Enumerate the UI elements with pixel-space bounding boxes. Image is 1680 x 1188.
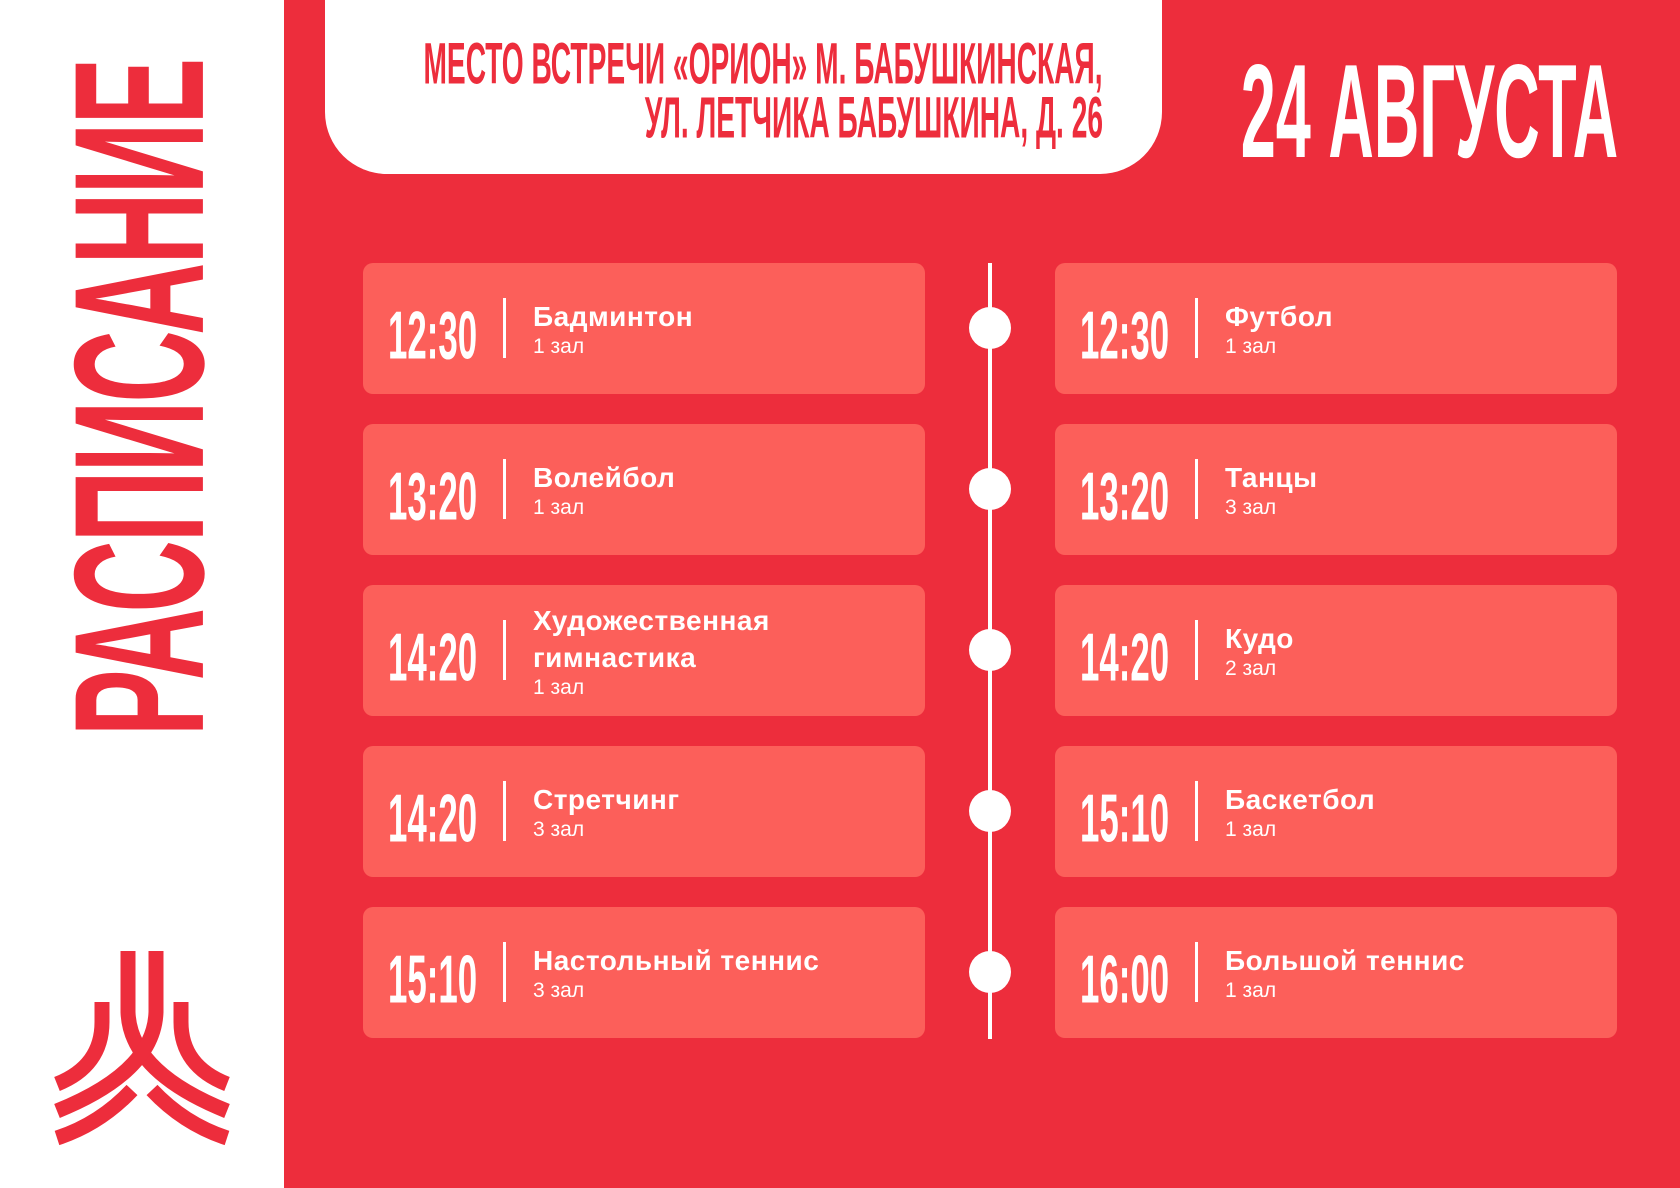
divider xyxy=(1195,781,1198,841)
schedule-card-right: 14:20 Кудо 2 зал xyxy=(1055,585,1617,716)
event-name: Стретчинг xyxy=(533,784,680,815)
schedule-card-right: 15:10 Баскетбол 1 зал xyxy=(1055,746,1617,877)
left-panel xyxy=(0,0,284,1188)
schedule-card-left: 13:20 Волейбол 1 зал xyxy=(363,424,925,555)
divider xyxy=(1195,620,1198,680)
logo-arc xyxy=(54,1084,138,1146)
event-info: Художественная гимнастика 1 зал xyxy=(533,585,833,716)
event-name: Настольный теннис xyxy=(533,945,820,976)
event-info: Танцы 3 зал xyxy=(1225,424,1318,555)
event-time: 12:30 xyxy=(388,298,478,374)
event-info: Настольный теннис 3 зал xyxy=(533,907,819,1038)
event-name: Баскетбол xyxy=(1225,784,1376,815)
event-name: Танцы xyxy=(1225,462,1318,493)
event-room: 3 зал xyxy=(533,979,585,1002)
divider xyxy=(1195,298,1198,358)
event-time: 14:20 xyxy=(1080,620,1170,696)
logo-arc xyxy=(146,1084,230,1146)
schedule-card-right: 13:20 Танцы 3 зал xyxy=(1055,424,1617,555)
event-time: 13:20 xyxy=(388,459,478,535)
divider xyxy=(1195,942,1198,1002)
event-room: 1 зал xyxy=(1225,979,1277,1002)
schedule-card-left: 14:20 Стретчинг 3 зал xyxy=(363,746,925,877)
event-room: 3 зал xyxy=(1225,496,1277,519)
divider xyxy=(503,298,506,358)
schedule-card-left: 14:20 Художественная гимнастика 1 зал xyxy=(363,585,925,716)
event-room: 1 зал xyxy=(533,496,585,519)
event-info: Стретчинг 3 зал xyxy=(533,746,680,877)
event-name: Художественная гимнастика xyxy=(533,604,770,673)
event-name: Бадминтон xyxy=(533,301,694,332)
event-room: 3 зал xyxy=(533,818,585,841)
event-time: 16:00 xyxy=(1080,942,1170,1018)
address-box: МЕСТО ВСТРЕЧИ «ОРИОН» М. БАБУШКИНСКАЯ, У… xyxy=(325,0,1162,174)
divider xyxy=(503,459,506,519)
timeline-dot xyxy=(969,468,1011,510)
event-name: Большой теннис xyxy=(1225,945,1465,976)
schedule-card-right: 16:00 Большой теннис 1 зал xyxy=(1055,907,1617,1038)
event-name: Кудо xyxy=(1225,623,1294,654)
event-time: 14:20 xyxy=(388,620,478,696)
event-info: Большой теннис 1 зал xyxy=(1225,907,1465,1038)
event-room: 1 зал xyxy=(1225,818,1277,841)
divider xyxy=(503,620,506,680)
event-room: 1 зал xyxy=(1225,335,1277,358)
event-room: 1 зал xyxy=(533,675,585,699)
schedule-card-left: 12:30 Бадминтон 1 зал xyxy=(363,263,925,394)
logo-arc xyxy=(120,951,230,1118)
timeline-dot xyxy=(969,629,1011,671)
event-time: 15:10 xyxy=(1080,781,1170,857)
event-name: Волейбол xyxy=(533,462,676,493)
event-info: Баскетбол 1 зал xyxy=(1225,746,1375,877)
timeline-dot xyxy=(969,790,1011,832)
event-info: Футбол 1 зал xyxy=(1225,263,1333,394)
event-time: 14:20 xyxy=(388,781,478,857)
event-time: 15:10 xyxy=(388,942,478,1018)
logo-arc xyxy=(173,1002,230,1091)
page-title: РАСПИСАНИЕ xyxy=(36,59,244,737)
logo-arc xyxy=(54,951,164,1118)
event-time: 13:20 xyxy=(1080,459,1170,535)
event-name: Футбол xyxy=(1225,301,1334,332)
event-info: Бадминтон 1 зал xyxy=(533,263,693,394)
divider xyxy=(503,942,506,1002)
event-info: Волейбол 1 зал xyxy=(533,424,675,555)
timeline-dot xyxy=(969,307,1011,349)
event-date: 24 АВГУСТА xyxy=(1240,38,1618,187)
event-time: 12:30 xyxy=(1080,298,1170,374)
divider xyxy=(503,781,506,841)
event-room: 2 зал xyxy=(1225,657,1277,680)
divider xyxy=(1195,459,1198,519)
schedule-card-left: 15:10 Настольный теннис 3 зал xyxy=(363,907,925,1038)
logo-arc xyxy=(54,1002,110,1091)
event-info: Кудо 2 зал xyxy=(1225,585,1294,716)
schedule-card-right: 12:30 Футбол 1 зал xyxy=(1055,263,1617,394)
event-room: 1 зал xyxy=(533,335,585,358)
timeline-dot xyxy=(969,951,1011,993)
address-line-2: УЛ. ЛЕТЧИКА БАБУШКИНА, Д. 26 xyxy=(644,84,1103,151)
logo-icon xyxy=(54,951,230,1146)
address-line-1: МЕСТО ВСТРЕЧИ «ОРИОН» М. БАБУШКИНСКАЯ, xyxy=(423,30,1103,97)
